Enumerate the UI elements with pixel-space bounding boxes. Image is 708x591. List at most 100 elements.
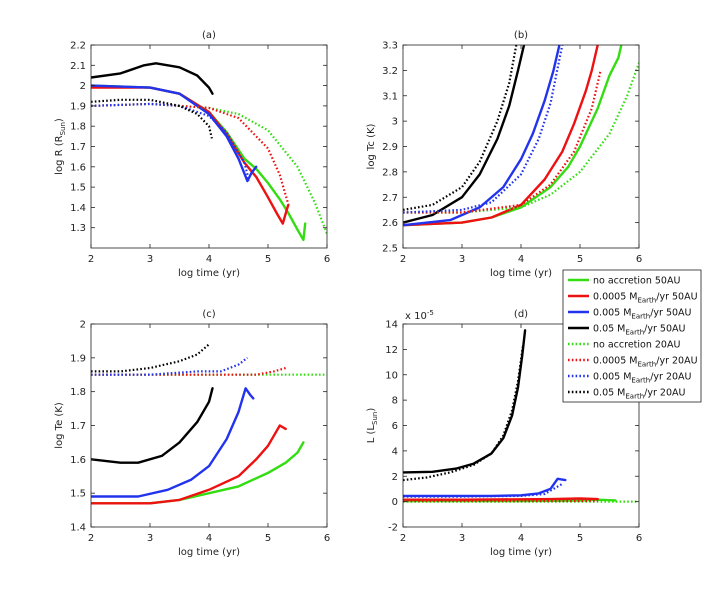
x-axis-label: log time (yr) xyxy=(490,268,552,279)
x-tick-label: 2 xyxy=(400,254,406,265)
legend-label: no accretion 50AU xyxy=(593,276,680,287)
y-tick-label: 1.8 xyxy=(70,387,86,398)
exponent-label: x 10-5 xyxy=(405,309,434,322)
x-tick-label: 5 xyxy=(265,533,271,544)
series-line xyxy=(91,84,258,183)
y-tick-label: 1.9 xyxy=(70,353,86,364)
x-tick-label: 4 xyxy=(206,254,212,265)
series-line xyxy=(91,343,210,373)
y-tick-label: 2.2 xyxy=(70,41,86,52)
y-tick-label: 10 xyxy=(385,370,398,381)
y-tick-label: 2.6 xyxy=(382,218,398,229)
y-tick-label: 1.7 xyxy=(70,142,86,153)
series-line xyxy=(91,102,327,235)
series-group xyxy=(91,343,327,505)
series-line xyxy=(403,45,564,214)
x-tick-label: 2 xyxy=(88,254,94,265)
y-tick-label: 1.7 xyxy=(70,421,86,432)
y-tick-label: 3.1 xyxy=(382,91,398,102)
panel-c: 2 3 4 5 6 1.4 1.5 1.6 1.7 1.8 1.9 2 (c) log time (yr)… xyxy=(54,309,330,558)
legend-label: 0.005 MEarth/yr 20AU xyxy=(593,372,692,385)
y-tick-label: 0 xyxy=(392,497,398,508)
y-tick-label: 3 xyxy=(392,117,398,128)
series-line xyxy=(403,70,602,214)
chart-title: (a) xyxy=(202,30,216,41)
y-axis-label: log Tc (K) xyxy=(366,123,377,169)
series-line xyxy=(91,84,307,242)
y-tick-label: 2.8 xyxy=(382,167,398,178)
legend-label: 0.05 MEarth/yr 20AU xyxy=(593,388,685,401)
x-tick-label: 3 xyxy=(147,533,153,544)
y-tick-label: 12 xyxy=(385,345,398,356)
x-tick-label: 2 xyxy=(88,533,94,544)
legend-label: 0.0005 MEarth/yr 50AU xyxy=(593,292,698,305)
series-line xyxy=(91,387,255,498)
series-line xyxy=(403,45,561,227)
chart-title: (d) xyxy=(514,309,528,320)
legend-box xyxy=(562,269,702,403)
series-line xyxy=(403,497,599,501)
y-axis-label: log R (RSun) xyxy=(54,118,67,175)
plot-frame xyxy=(402,44,640,249)
panel-a: 2 3 4 5 6 1.3 1.4 1.5 1.6 1.7 1.8 1.9 2 2.1 2.2 (a) log … xyxy=(54,30,330,279)
x-tick-label: 6 xyxy=(636,254,642,265)
chart-title: (b) xyxy=(514,30,528,41)
series-group xyxy=(403,329,639,503)
series-line xyxy=(403,329,527,474)
y-tick-label: 3.2 xyxy=(382,66,398,77)
series-line xyxy=(91,62,214,95)
y-tick-label: 1.8 xyxy=(70,122,86,133)
y-tick-label: -2 xyxy=(388,523,398,534)
y-axis-label: log Te (K) xyxy=(54,402,65,449)
series-group xyxy=(91,62,327,242)
panel-b: 2 3 4 5 6 2.5 2.6 2.7 2.8 2.9 3 3.1 3.2 3.3 (b) log tim… xyxy=(366,30,642,279)
series-line xyxy=(403,45,518,211)
y-tick-label: 2.1 xyxy=(70,61,86,72)
y-tick-label: 8 xyxy=(392,396,398,407)
series-group xyxy=(403,45,639,227)
y-tick-label: 4 xyxy=(392,446,398,457)
series-line xyxy=(91,424,287,505)
x-tick-label: 2 xyxy=(400,533,406,544)
y-tick-label: 1.3 xyxy=(70,223,86,234)
x-tick-label: 6 xyxy=(324,254,330,265)
y-tick-label: 1.4 xyxy=(70,523,86,534)
series-line xyxy=(91,387,214,464)
x-tick-label: 3 xyxy=(459,533,465,544)
legend-label: 0.005 MEarth/yr 50AU xyxy=(593,308,692,321)
series-line xyxy=(91,98,213,139)
y-tick-label: 6 xyxy=(392,421,398,432)
series-line xyxy=(91,356,249,376)
x-tick-label: 3 xyxy=(147,254,153,265)
y-tick-label: 2 xyxy=(80,320,86,331)
y-tick-label: 14 xyxy=(385,320,398,331)
series-line xyxy=(403,45,526,224)
x-axis-label: log time (yr) xyxy=(178,268,240,279)
legend-label: no accretion 20AU xyxy=(593,340,680,351)
series-line xyxy=(91,366,287,376)
y-tick-label: 1.6 xyxy=(70,162,86,173)
y-tick-label: 1.6 xyxy=(70,455,86,466)
y-tick-label: 2 xyxy=(392,472,398,483)
x-tick-label: 5 xyxy=(577,533,583,544)
y-tick-label: 3.3 xyxy=(382,41,398,52)
series-line xyxy=(91,102,251,182)
series-line xyxy=(403,62,639,214)
y-tick-label: 2 xyxy=(80,81,86,92)
panel-d: 2 3 4 5 6 -2 0 2 4 6 8 10 12 14 (d) log time (yr) L (LSu… xyxy=(366,309,642,558)
series-line xyxy=(403,346,524,482)
y-tick-label: 1.9 xyxy=(70,101,86,112)
y-tick-label: 2.5 xyxy=(382,244,398,255)
y-tick-label: 2.9 xyxy=(382,142,398,153)
x-tick-label: 5 xyxy=(577,254,583,265)
legend-label: 0.0005 MEarth/yr 20AU xyxy=(593,356,698,369)
series-line xyxy=(91,102,290,206)
x-tick-label: 4 xyxy=(518,254,524,265)
y-axis-label: L (LSun) xyxy=(366,408,379,444)
chart-title: (c) xyxy=(202,309,215,320)
y-tick-label: 1.4 xyxy=(70,203,86,214)
x-tick-label: 6 xyxy=(324,533,330,544)
legend: no accretion 50AU 0.0005 MEarth/yr 50AU 0.… xyxy=(562,269,702,403)
x-axis-label: log time (yr) xyxy=(490,547,552,558)
